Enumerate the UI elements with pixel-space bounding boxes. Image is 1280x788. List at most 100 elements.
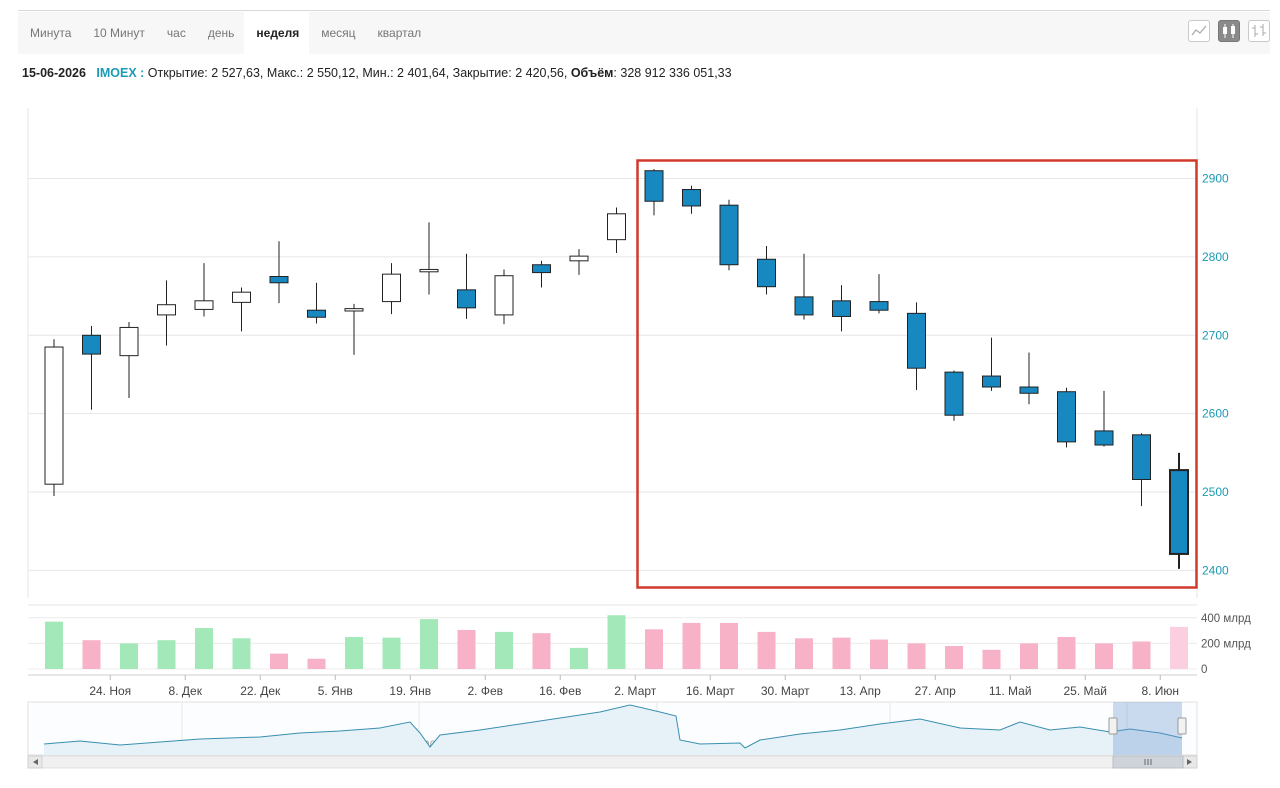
x-tick-label: 2. Фев [467,684,503,698]
volume-bar [1170,626,1188,669]
candle [532,264,551,274]
volume-tick-label: 400 млрд [1201,613,1251,625]
navigator-series-line [43,704,1183,749]
volume-bar [307,658,326,669]
volume-bar [570,647,588,669]
volume-bar [345,637,363,669]
tab-quarter[interactable]: квартал [377,26,422,40]
volume-bar [232,638,251,669]
x-tick-label: 8. Июн [1141,684,1179,698]
x-tick-label: 5. Янв [318,684,353,698]
scroll-left-arrow-icon [33,759,38,765]
candle [1019,386,1039,394]
candle [907,312,926,369]
volume-bar [82,640,101,669]
navigator-series-fill [44,705,1182,755]
volume-bar [795,638,813,669]
ohlc-bars-icon[interactable] [1248,20,1270,42]
y-tick-label: 2800 [1202,250,1229,264]
candle [194,300,214,310]
line-chart-icon[interactable] [1188,20,1210,42]
x-tick-label: 8. Дек [169,684,203,698]
tab-hour[interactable]: час [166,26,186,40]
x-tick-label: 11. Май [989,684,1032,698]
volume-bar [1132,641,1151,669]
x-tick-label: 16. Фев [539,684,581,698]
candle [232,291,251,303]
candle [382,273,401,303]
navigator-selection [1113,702,1182,755]
candle [157,304,176,316]
candle [944,371,964,416]
tab-10-minutes[interactable]: 10 Минут [93,26,145,40]
volume-bar [382,637,401,669]
navigator-handle[interactable] [1177,717,1187,735]
candle [644,170,664,202]
candle [44,346,64,485]
volume-bar [1095,643,1113,669]
x-tick-label: 13. Апр [840,684,882,698]
candle [119,326,139,357]
highlight-rectangle [636,159,1198,589]
navigator-handle[interactable] [1108,717,1118,735]
info-date: 15-06-2026 [22,66,86,80]
volume-bar [907,643,926,669]
info-volume-label: Объём [570,66,614,80]
volume-bar [495,631,513,669]
x-tick-label: 27. Апр [915,684,957,698]
info-volume: : 328 912 336 051,33 [613,66,732,80]
tab-day[interactable]: день [207,26,235,40]
timeframe-tabs: Минута 10 Минут час день неделя месяц кв… [18,12,1270,54]
chart-type-switcher [1188,20,1270,42]
x-tick-label: 22. Дек [240,684,281,698]
ohlc-info-line: 15-06-2026 IMOEX : Открытие: 2 527,63, М… [22,66,732,80]
volume-bar [532,633,551,669]
candle [1169,469,1189,555]
volume-bar [870,639,888,669]
tab-month[interactable]: месяц [321,26,356,40]
candle [607,213,626,241]
volume-bar [982,649,1001,669]
volume-bar [945,645,963,669]
info-low: 2 401,64, [397,66,450,80]
volume-bar [607,615,626,669]
info-close-label: Закрытие: [452,66,512,80]
candle [982,375,1001,388]
y-tick-label: 2500 [1202,485,1229,499]
tab-week[interactable]: неделя [244,12,310,54]
candlestick-icon[interactable] [1218,20,1240,42]
candle [1094,430,1114,446]
candle [494,275,514,316]
candle [307,309,326,318]
x-tick-label: 25. Май [1063,684,1107,698]
top-divider [18,10,1270,11]
volume-bar [420,619,438,669]
x-tick-label: 16. Март [686,684,735,698]
x-tick-label: 19. Янв [389,684,431,698]
candle [1057,391,1076,443]
volume-bar [1057,637,1076,669]
candle [269,276,289,284]
volume-bar [757,631,776,669]
info-close: 2 420,56, [515,66,568,80]
volume-bar [1020,643,1038,669]
volume-bar [45,621,63,669]
volume-bar [682,622,701,669]
info-high: 2 550,12, [306,66,359,80]
tab-minute[interactable]: Минута [30,26,72,40]
x-tick-label: 30. Март [761,684,810,698]
candle [569,255,589,262]
y-tick-label: 2700 [1202,328,1229,342]
candle [1132,434,1151,480]
info-open: 2 527,63, [211,66,264,80]
volume-bar [120,643,138,669]
info-low-label: Мин.: [362,66,394,80]
volume-bar [720,622,738,669]
info-ticker: IMOEX : [96,66,145,80]
scrollbar-track[interactable] [27,755,1198,769]
candle [719,204,739,266]
volume-tick-label: 0 [1201,664,1207,676]
candle [457,289,476,309]
candle [419,268,439,273]
candle [794,296,814,316]
